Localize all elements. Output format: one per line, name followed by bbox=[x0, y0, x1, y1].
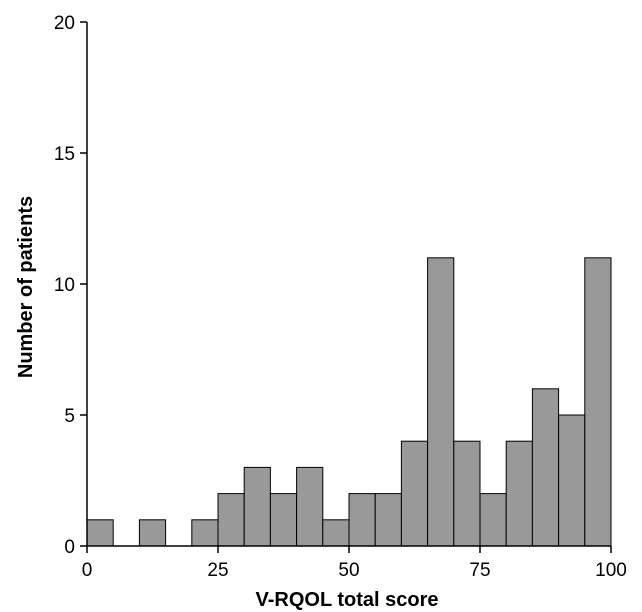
axes-group: 0 5 10 15 20 0 25 50 75 100 bbox=[54, 13, 627, 581]
histogram-bar bbox=[479, 493, 507, 547]
histogram-bar bbox=[400, 440, 429, 547]
histogram-bar bbox=[348, 493, 376, 547]
x-tick-label: 25 bbox=[207, 560, 228, 581]
y-axis-title: Number of patients bbox=[15, 196, 37, 378]
x-tick-label: 0 bbox=[82, 560, 93, 581]
y-tick-label: 20 bbox=[54, 13, 75, 34]
histogram-bar bbox=[374, 493, 402, 547]
bars-group bbox=[86, 257, 612, 547]
y-tick-label: 0 bbox=[64, 537, 75, 558]
histogram-bar bbox=[584, 257, 612, 547]
histogram-bar bbox=[322, 519, 350, 547]
histogram-bar bbox=[269, 493, 298, 547]
histogram-bar bbox=[86, 519, 114, 547]
x-tick-label: 75 bbox=[469, 560, 490, 581]
histogram-bar bbox=[296, 466, 324, 547]
y-tick-label: 15 bbox=[54, 144, 75, 165]
histogram-bar bbox=[217, 493, 245, 547]
histogram-bar bbox=[558, 414, 586, 547]
histogram-bar bbox=[243, 466, 271, 547]
histogram-bar bbox=[427, 257, 455, 547]
histogram-bar bbox=[138, 519, 167, 547]
y-tick-label: 5 bbox=[64, 406, 75, 427]
y-tick-label: 10 bbox=[54, 275, 75, 296]
x-tick-label: 50 bbox=[338, 560, 359, 581]
x-tick-label: 100 bbox=[595, 560, 627, 581]
histogram-bar bbox=[191, 519, 219, 547]
histogram-bar bbox=[531, 388, 560, 547]
histogram-bar bbox=[453, 440, 481, 547]
x-axis-title: V-RQOL total score bbox=[255, 589, 438, 611]
histogram-bar bbox=[505, 440, 533, 547]
